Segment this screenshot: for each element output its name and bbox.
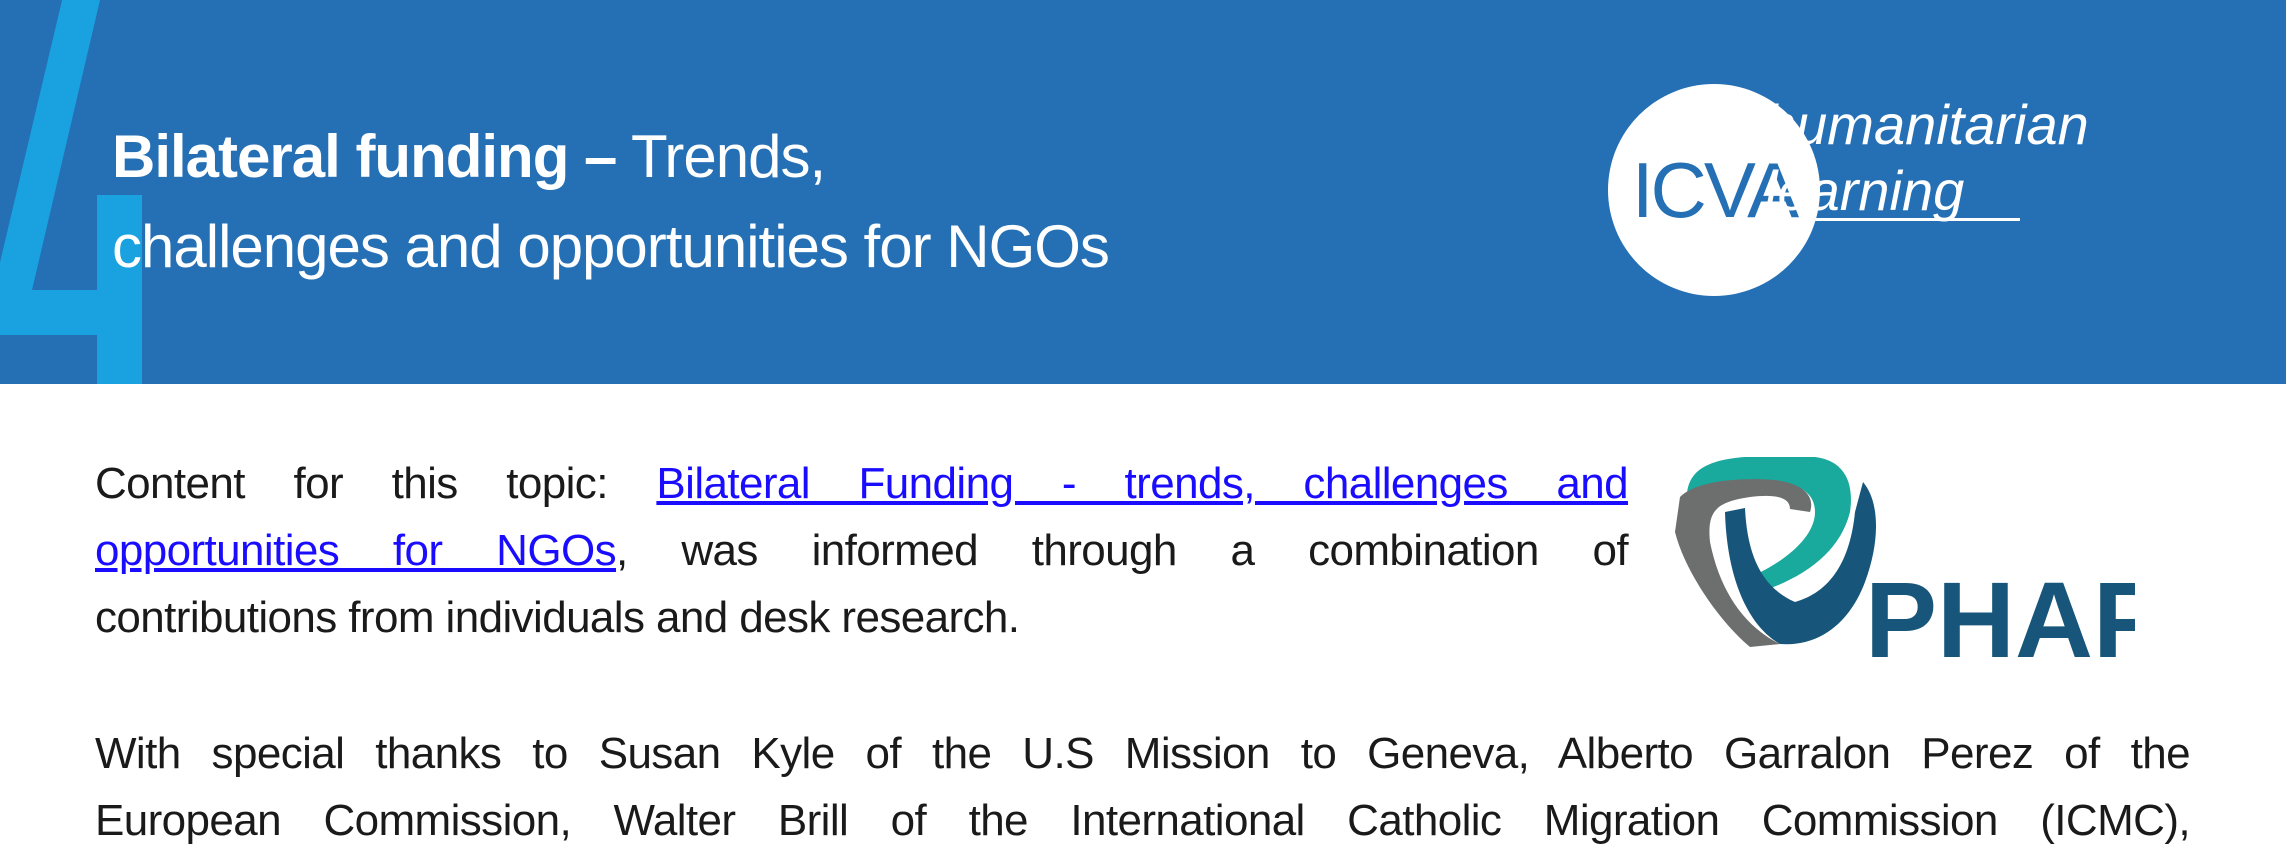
tagline-line2: learning bbox=[1765, 159, 1965, 222]
topic-link[interactable]: Bilateral Funding - trends, challenges a… bbox=[656, 459, 1628, 508]
para-prefix: Content for this topic: bbox=[95, 459, 657, 508]
para-text: contributions from individuals and desk … bbox=[95, 593, 1020, 642]
para-text: European Commission, Walter Brill of the… bbox=[95, 796, 2191, 845]
content-paragraph: Content for this topic: Bilateral Fundin… bbox=[95, 450, 1629, 651]
logo-tagline: humanitarian learning bbox=[1765, 92, 2089, 224]
page-title: Bilateral funding – Trends, challenges a… bbox=[112, 112, 1110, 292]
phap-logo-text: PHAP bbox=[1865, 559, 2135, 667]
icva-logo: ICVA bbox=[1608, 84, 1820, 296]
phap-logo: PHAP bbox=[1675, 457, 2135, 667]
title-bold: Bilateral funding – bbox=[112, 123, 617, 190]
section-number-4-graphic bbox=[0, 0, 142, 384]
para-text: With special thanks to Susan Kyle of the… bbox=[95, 729, 2191, 778]
logo-underline bbox=[1690, 218, 2020, 221]
section-header: Bilateral funding – Trends, challenges a… bbox=[0, 0, 2286, 384]
title-line2: challenges and opportunities for NGOs bbox=[112, 213, 1110, 280]
tagline-line1: humanitarian bbox=[1765, 93, 2089, 156]
acknowledgements-paragraph: With special thanks to Susan Kyle of the… bbox=[95, 720, 2191, 854]
title-rest: Trends, bbox=[616, 123, 826, 190]
topic-link-continued[interactable]: opportunities for NGOs bbox=[95, 526, 617, 575]
para-text: , was informed through a combination of bbox=[616, 526, 1629, 575]
